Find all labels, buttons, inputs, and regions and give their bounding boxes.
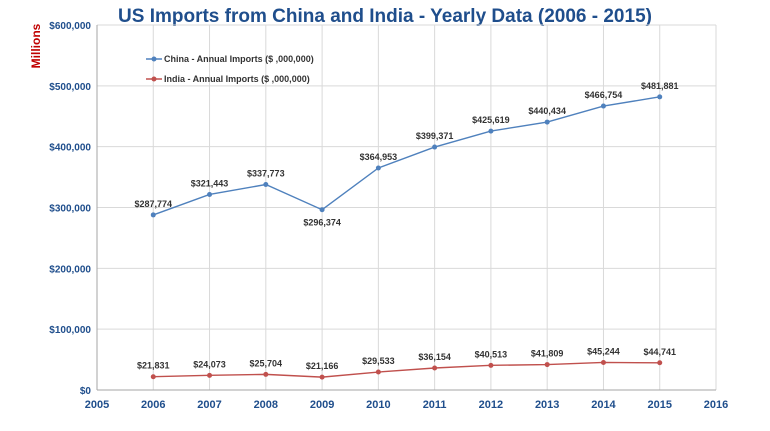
y-axis-label: Millions — [29, 23, 43, 68]
x-tick-label: 2006 — [141, 399, 165, 411]
data-point — [544, 119, 550, 125]
data-label: $321,443 — [191, 178, 229, 188]
y-tick-label: $400,000 — [49, 143, 91, 154]
y-tick-label: $200,000 — [49, 264, 91, 275]
series — [150, 94, 663, 380]
data-label: $399,371 — [416, 131, 454, 141]
legend-label-india: India - Annual Imports ($ ,000,000) — [164, 74, 310, 84]
data-label: $425,619 — [472, 115, 510, 125]
data-point — [263, 371, 269, 377]
data-label: $40,513 — [475, 349, 508, 359]
series-line-china — [153, 96, 660, 216]
y-tick-label: $0 — [80, 386, 92, 397]
data-label: $45,244 — [587, 346, 620, 356]
data-label: $29,533 — [362, 356, 395, 366]
x-tick-label: 2012 — [479, 399, 503, 411]
data-point — [150, 374, 156, 380]
y-tick-label: $100,000 — [49, 325, 91, 336]
x-tick-label: 2010 — [366, 399, 390, 411]
data-point — [375, 369, 381, 375]
data-point — [544, 362, 550, 368]
data-label: $25,704 — [250, 358, 283, 368]
data-label: $44,741 — [643, 347, 676, 357]
x-tick-label: 2007 — [197, 399, 221, 411]
data-label: $337,773 — [247, 169, 285, 179]
data-point — [600, 359, 606, 365]
data-point — [207, 191, 213, 197]
x-tick-label: 2008 — [254, 399, 278, 411]
data-label: $21,831 — [137, 361, 170, 371]
data-point — [319, 374, 325, 380]
x-tick-label: 2015 — [647, 399, 671, 411]
axes: $0 $100,000 $200,000 $300,000 $400,000 $500,0… — [49, 21, 728, 411]
data-point — [207, 372, 213, 378]
chart-title: US Imports from China and India - Yearly… — [118, 6, 652, 27]
data-label: $41,809 — [531, 349, 564, 359]
data-point — [657, 94, 663, 100]
legend-marker-china — [151, 56, 157, 62]
x-tick-label: 2005 — [85, 399, 109, 411]
legend-label-china: China - Annual Imports ($ ,000,000) — [164, 54, 314, 64]
series-line-india — [153, 361, 660, 378]
x-tick-label: 2013 — [535, 399, 559, 411]
data-point — [432, 365, 438, 371]
data-label: $24,073 — [193, 359, 226, 369]
data-point — [150, 212, 156, 218]
data-label: $287,774 — [134, 199, 172, 209]
data-point — [319, 207, 325, 213]
data-label: $466,754 — [585, 90, 623, 100]
x-tick-label: 2011 — [423, 399, 447, 411]
y-tick-label: $500,000 — [49, 82, 91, 93]
x-tick-label: 2016 — [704, 399, 728, 411]
data-point — [432, 144, 438, 150]
data-label: $364,953 — [360, 152, 398, 162]
data-label: $440,434 — [528, 106, 566, 116]
grid — [96, 24, 717, 391]
data-point — [488, 128, 494, 134]
data-label: $481,881 — [641, 81, 679, 91]
legend: China - Annual Imports ($ ,000,000) Indi… — [146, 54, 314, 84]
data-labels: $287,774 $321,443 $337,773 $296,374 $364,953… — [134, 81, 678, 371]
data-label: $21,166 — [306, 361, 339, 371]
legend-marker-india — [151, 76, 157, 82]
y-tick-label: $600,000 — [49, 21, 91, 32]
data-point — [263, 182, 269, 188]
x-tick-label: 2009 — [310, 399, 334, 411]
data-point — [657, 360, 663, 366]
data-point — [488, 362, 494, 368]
data-label: $296,374 — [303, 218, 341, 228]
data-label: $36,154 — [418, 352, 451, 362]
x-tick-label: 2014 — [591, 399, 616, 411]
data-point — [600, 103, 606, 109]
y-tick-label: $300,000 — [49, 204, 91, 215]
data-point — [375, 165, 381, 171]
